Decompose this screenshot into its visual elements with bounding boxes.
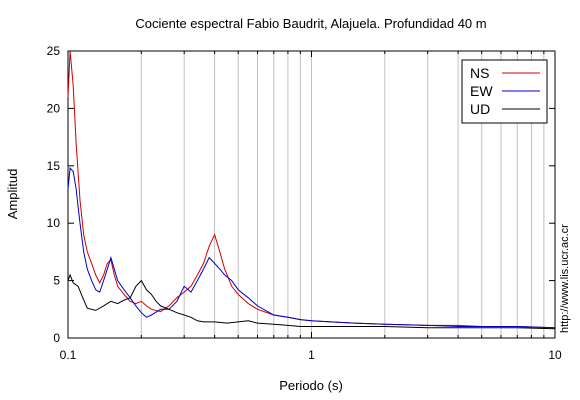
series-lines [67,50,556,330]
legend-label-ud: UD [470,101,490,117]
y-axis-label: Amplitud [5,169,20,220]
y-tick-label: 25 [47,44,61,58]
y-tick-label: 15 [47,159,61,173]
legend-label-ew: EW [470,83,493,99]
y-tick-label: 5 [53,274,60,288]
series-line-ew [67,166,556,329]
chart-title: Cociente espectral Fabio Baudrit, Alajue… [135,16,486,31]
x-tick-label: 1 [308,348,315,362]
series-line-ud [67,273,556,330]
legend: NS EW UD [461,59,548,124]
x-axis-label: Periodo (s) [279,378,343,393]
legend-label-ns: NS [470,65,489,81]
x-tick-label: 10 [548,348,562,362]
x-tick-label: 0.1 [60,348,77,362]
y-tick-label: 10 [47,216,61,230]
y-tick-label: 20 [47,101,61,115]
axis-ticks: 0 5 10 15 20 25 0.1 1 10 [47,44,562,362]
credit-url: http://www.lis.ucr.ac.cr [559,224,571,333]
y-tick-label: 0 [53,331,60,345]
